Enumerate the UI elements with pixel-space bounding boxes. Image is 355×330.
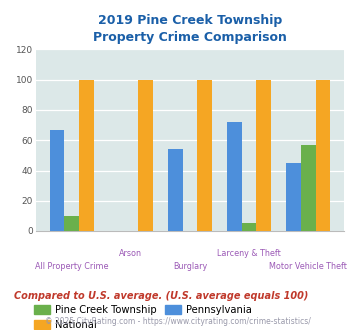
Text: Arson: Arson	[119, 249, 142, 258]
Text: Compared to U.S. average. (U.S. average equals 100): Compared to U.S. average. (U.S. average …	[14, 291, 308, 301]
Bar	[79, 80, 94, 231]
Bar	[286, 163, 301, 231]
Text: All Property Crime: All Property Crime	[35, 262, 109, 271]
Title: 2019 Pine Creek Township
Property Crime Comparison: 2019 Pine Creek Township Property Crime …	[93, 14, 287, 44]
Bar	[64, 216, 79, 231]
Bar	[50, 130, 64, 231]
Text: Motor Vehicle Theft: Motor Vehicle Theft	[269, 262, 347, 271]
Bar	[301, 145, 316, 231]
Text: © 2025 CityRating.com - https://www.cityrating.com/crime-statistics/: © 2025 CityRating.com - https://www.city…	[45, 317, 310, 326]
Bar	[242, 223, 256, 231]
Bar	[197, 80, 212, 231]
Text: Larceny & Theft: Larceny & Theft	[217, 249, 281, 258]
Bar	[138, 80, 153, 231]
Text: Burglary: Burglary	[173, 262, 207, 271]
Bar	[256, 80, 271, 231]
Bar	[316, 80, 330, 231]
Legend: Pine Creek Township, National, Pennsylvania: Pine Creek Township, National, Pennsylva…	[34, 305, 252, 330]
Bar	[168, 149, 182, 231]
Bar	[227, 122, 242, 231]
